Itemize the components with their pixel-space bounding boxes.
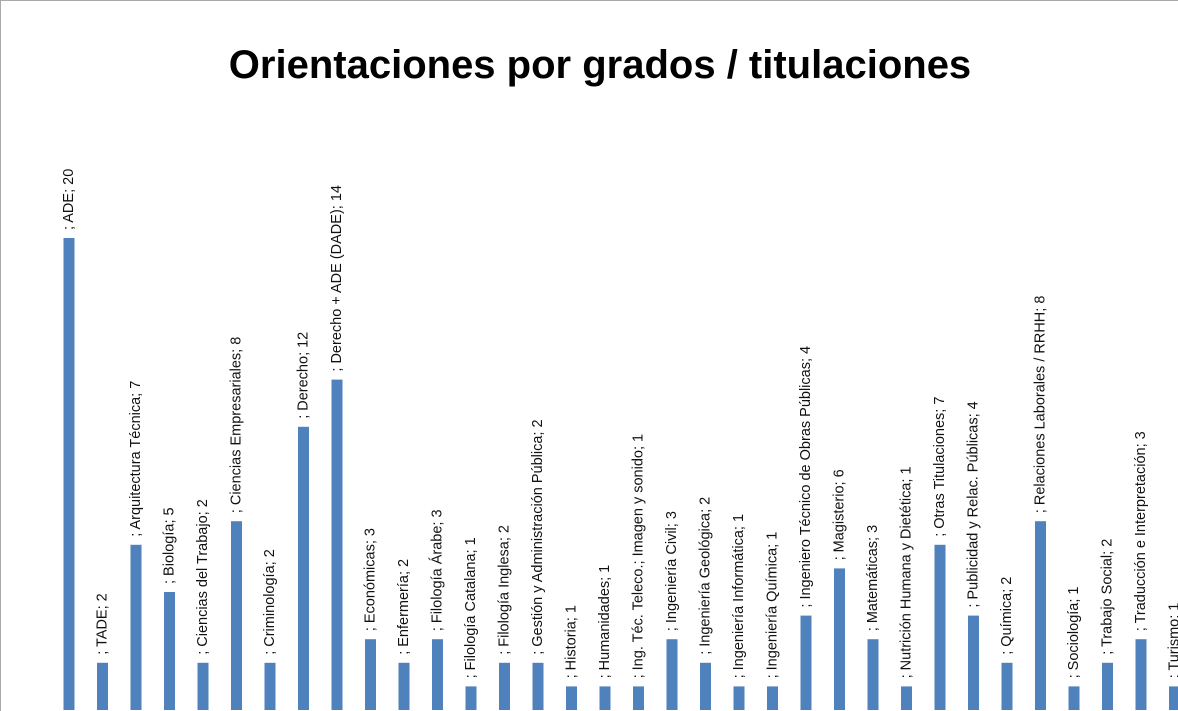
bar <box>1169 686 1178 710</box>
data-label: ; Ciencias Empresariales; 8 <box>228 337 244 514</box>
bar <box>1035 521 1046 710</box>
bar <box>231 521 242 710</box>
bar <box>164 592 175 710</box>
data-label: ; Sociología; 1 <box>1066 586 1082 678</box>
bar <box>197 662 209 710</box>
data-label: ; Ciencias del Trabajo; 2 <box>195 499 211 655</box>
data-label: ; Trabajo Social; 2 <box>1099 539 1115 655</box>
data-label: ; Ingeniería Informática; 1 <box>731 514 747 678</box>
data-label: ; Ingeniería Civil; 3 <box>664 511 680 631</box>
data-label: ; Filología Catalana; 1 <box>463 537 479 678</box>
bar <box>398 662 410 710</box>
data-label: ; Derecho; 12 <box>295 332 311 419</box>
bar <box>298 426 309 710</box>
data-label: ; Filología Inglesa; 2 <box>496 525 512 655</box>
bar <box>968 615 979 710</box>
bar <box>97 662 108 710</box>
data-label: ; Nutrición Humana y Dietética; 1 <box>898 466 914 678</box>
bar <box>130 544 142 710</box>
data-label: ; TADE; 2 <box>94 593 110 655</box>
chart-title: Orientaciones por grados / titulaciones <box>229 43 971 87</box>
data-label: ; Ing. Téc. Teleco.; Imagen y sonido; 1 <box>630 434 646 679</box>
data-label: ; Química; 2 <box>999 577 1015 655</box>
data-label: ; Ingeniería Química; 1 <box>764 532 780 679</box>
data-label: ; Humanidades; 1 <box>597 565 613 679</box>
data-label: ; Económicas; 3 <box>362 528 378 631</box>
bar <box>666 639 678 710</box>
bar <box>532 662 544 710</box>
bar <box>1135 639 1147 710</box>
data-label: ; Ingeniería Geológica; 2 <box>697 497 713 655</box>
bar <box>633 686 644 710</box>
bar <box>499 662 510 710</box>
data-label: ; ADE; 20 <box>61 169 77 230</box>
bar <box>365 639 376 710</box>
data-label: ; Ingeniero Técnico de Obras Públicas; 4 <box>798 346 814 608</box>
bar <box>1102 662 1113 710</box>
bar <box>465 686 477 710</box>
data-label: ; Historia; 1 <box>563 605 579 678</box>
data-label: ; Derecho + ADE (DADE); 14 <box>329 185 345 372</box>
data-label: ; Matemáticas; 3 <box>865 525 881 631</box>
data-label: ; Enfermería; 2 <box>396 559 412 655</box>
data-label: ; Arquitectura Técnica; 7 <box>128 381 144 537</box>
data-label: ; Magisterio; 6 <box>831 469 847 560</box>
bar <box>1001 662 1013 710</box>
bar <box>264 662 276 710</box>
data-label: ; Turismo; 1 <box>1166 603 1178 679</box>
data-label: ; Publicidad y Relac. Públicas; 4 <box>965 401 981 607</box>
data-label: ; Gestión y Administración Pública; 2 <box>530 419 546 654</box>
data-label: ; Traducción e Interpretación; 3 <box>1133 431 1149 631</box>
bar <box>331 379 343 710</box>
data-label: ; Filología Árabe; 3 <box>428 509 445 631</box>
bar <box>867 639 879 710</box>
bar <box>901 686 912 710</box>
bar <box>767 686 778 710</box>
data-label: ; Criminología; 2 <box>262 549 278 655</box>
bar <box>834 568 845 710</box>
bar <box>432 639 443 710</box>
bar <box>63 238 75 710</box>
bar <box>1068 686 1080 710</box>
data-label: ; Relaciones Laborales / RRHH; 8 <box>1032 296 1048 514</box>
bar <box>800 615 812 710</box>
bar <box>733 686 745 710</box>
bar <box>700 662 711 710</box>
data-label: ; Otras Titulaciones; 7 <box>932 397 948 537</box>
data-label: ; Biología; 5 <box>161 507 177 584</box>
bar <box>566 686 577 710</box>
bar <box>934 544 946 710</box>
bar <box>599 686 611 710</box>
